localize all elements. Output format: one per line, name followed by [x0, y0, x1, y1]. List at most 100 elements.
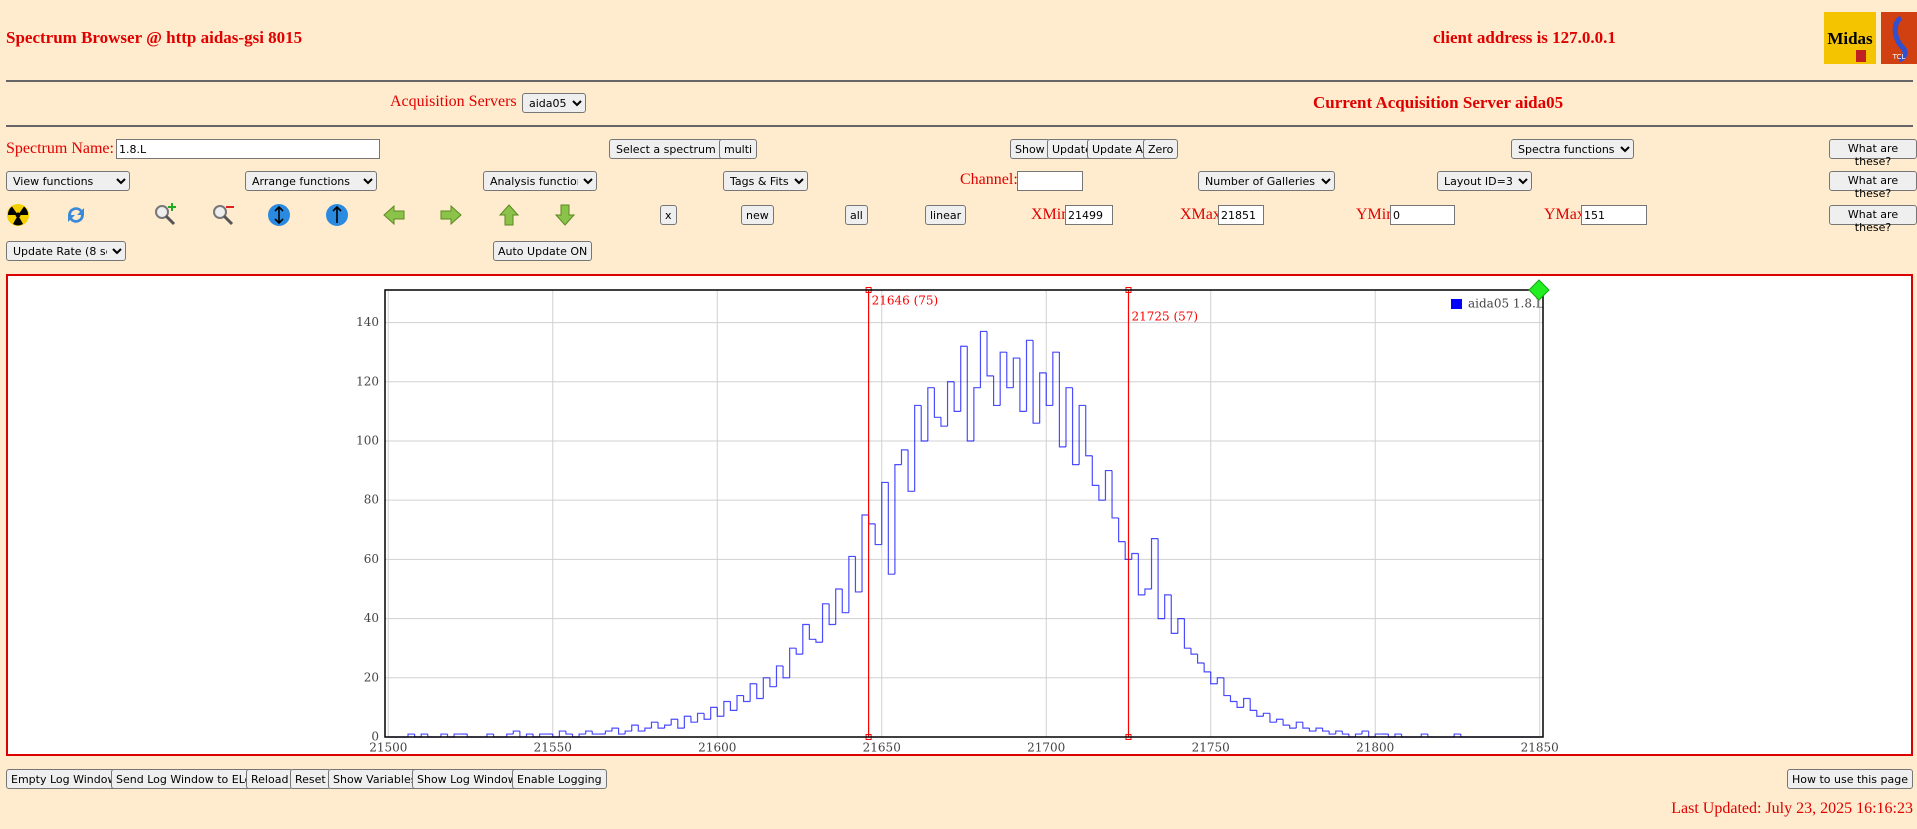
histogram-bin [867, 514, 876, 525]
histogram-bin [1111, 470, 1119, 519]
legend-swatch [1451, 299, 1462, 309]
spectrum-label: Spectrum Name: [6, 140, 114, 157]
help-button[interactable]: What are these? [1829, 205, 1917, 234]
left-icon[interactable] [382, 203, 406, 227]
histogram-bin [716, 707, 724, 717]
histogram-bin [802, 623, 810, 655]
footer-button[interactable]: Show Log Window [412, 769, 522, 789]
help-button[interactable]: What are these? [1829, 139, 1917, 168]
histogram-bin [808, 624, 816, 640]
histogram-bin [611, 727, 619, 732]
histogram-bin [539, 733, 547, 737]
page-title: Spectrum Browser @ http aidas-gsi 8015 [6, 28, 303, 47]
channel-label: Channel: [960, 171, 1018, 188]
histogram-bin [841, 588, 849, 614]
spectra-functions-select[interactable]: Spectra functions [1511, 139, 1634, 159]
histogram-bin [1229, 695, 1238, 703]
zero-button[interactable]: Zero [1143, 139, 1179, 159]
multi-button[interactable]: multi [719, 139, 758, 159]
expand-y-icon[interactable] [267, 203, 291, 227]
arrange-functions-select[interactable]: Arrange functions [245, 171, 377, 191]
show-button[interactable]: Show [1010, 139, 1050, 159]
y-tick-label: 100 [356, 433, 379, 447]
xmin-input[interactable] [1065, 205, 1113, 225]
xmin-label: XMin [1031, 206, 1070, 223]
histogram-bin [789, 647, 797, 678]
histogram-bin [933, 387, 941, 418]
histogram-bin [1045, 372, 1053, 407]
histogram-bin [742, 695, 751, 703]
footer-button[interactable]: Reload [246, 769, 294, 789]
analysis-functions-select[interactable]: Analysis functions [483, 171, 597, 191]
ymax-input[interactable] [1581, 205, 1647, 225]
histogram-bin [604, 730, 612, 735]
up-icon[interactable] [497, 203, 521, 227]
histogram-bin [1118, 517, 1126, 543]
histogram-bin [1321, 728, 1330, 732]
layout-select[interactable]: Layout ID=3 [1437, 171, 1532, 191]
ymin-input[interactable] [1390, 205, 1455, 225]
y-tick-label: 20 [364, 670, 379, 684]
how-to-button[interactable]: How to use this page [1786, 769, 1913, 789]
footer-button[interactable]: Empty Log Window [6, 769, 122, 789]
refresh-icon[interactable] [64, 203, 88, 227]
histogram-bin [999, 351, 1007, 406]
histogram-bin [953, 381, 961, 412]
histogram-bin [1420, 733, 1428, 737]
midas-logo: Midas [1824, 12, 1876, 64]
xmax-label: XMax [1180, 206, 1221, 223]
footer-button[interactable]: Reset [290, 769, 331, 789]
zoom-in-icon[interactable] [153, 203, 177, 227]
shrink-y-icon[interactable] [325, 203, 349, 227]
spectrum-select[interactable]: Select a spectrum [609, 139, 735, 159]
xmax-input[interactable] [1218, 205, 1264, 225]
histogram-bin [1150, 538, 1159, 589]
histogram-bin [420, 733, 428, 737]
histogram-bin [578, 733, 586, 737]
galleries-select[interactable]: Number of Galleries [1198, 171, 1335, 191]
histogram-bin [993, 375, 1001, 407]
all-button[interactable]: all [845, 205, 868, 225]
zoom-out-icon[interactable] [211, 203, 235, 227]
plot-frame [384, 289, 1544, 738]
x-button[interactable]: x [660, 205, 677, 225]
histogram-bin [440, 733, 448, 737]
histogram-bin [1098, 485, 1106, 501]
histogram-bin [1368, 731, 1376, 738]
histogram-bin [631, 724, 639, 732]
channel-input[interactable] [1017, 171, 1083, 191]
histogram-bin [736, 694, 744, 711]
logo-text: Midas [1827, 29, 1873, 48]
radiation-icon[interactable] [6, 203, 30, 227]
y-tick-label: 80 [364, 493, 379, 507]
legend-label: aida05 1.8.L [1468, 297, 1544, 311]
histogram-bin [670, 718, 678, 726]
update-button[interactable]: Update [1047, 139, 1097, 159]
histogram-bin [1361, 730, 1369, 735]
spectrum-name-input[interactable] [116, 139, 380, 159]
histogram-bin [591, 731, 599, 735]
view-functions-select[interactable]: View functions [6, 171, 130, 191]
help-button[interactable]: What are these? [1829, 171, 1917, 200]
linear-button[interactable]: linear [925, 205, 967, 225]
footer-button[interactable]: Send Log Window to ELog [111, 769, 264, 789]
update-all-button[interactable]: Update All [1087, 139, 1154, 159]
histogram-bin [519, 731, 527, 738]
tags-fits-select[interactable]: Tags & Fits [723, 171, 808, 191]
histogram-bin [966, 346, 974, 442]
histogram-bin [637, 725, 645, 732]
y-tick-label: 60 [364, 552, 379, 566]
down-icon[interactable] [553, 203, 577, 227]
histogram-bin [1223, 677, 1231, 697]
new-button[interactable]: new [741, 205, 774, 225]
server-select[interactable]: aida05 [522, 93, 586, 113]
histogram-bin [657, 722, 665, 729]
update-rate-select[interactable]: Update Rate (8 secs) [6, 241, 126, 261]
histogram-bin [1071, 387, 1080, 466]
footer-button[interactable]: Show Variables [328, 769, 422, 789]
right-icon[interactable] [439, 203, 463, 227]
auto-update-button[interactable]: Auto Update ON [493, 241, 593, 261]
histogram-bin [1315, 727, 1323, 732]
footer-button[interactable]: Enable Logging [512, 769, 607, 789]
histogram-bin [525, 733, 534, 737]
